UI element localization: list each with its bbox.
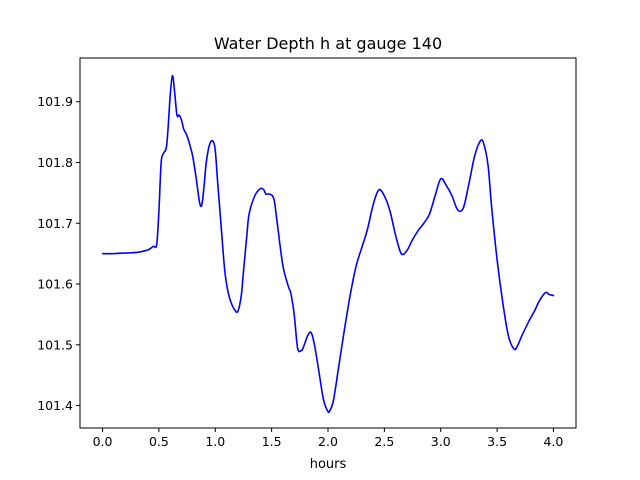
y-tick-label: 101.9 xyxy=(37,94,73,109)
y-tick-label: 101.5 xyxy=(37,337,73,352)
x-tick-label: 1.5 xyxy=(262,434,282,449)
chart-title: Water Depth h at gauge 140 xyxy=(214,34,442,53)
x-axis-ticks: 0.0 0.5 1.0 1.5 2.0 2.5 3.0 3.5 4.0 xyxy=(93,428,564,449)
x-tick-label: 3.0 xyxy=(431,434,451,449)
x-tick-label: 0.0 xyxy=(93,434,113,449)
y-axis-ticks: 101.4 101.5 101.6 101.7 101.8 101.9 xyxy=(37,94,80,413)
x-tick-label: 3.5 xyxy=(487,434,507,449)
y-tick-label: 101.6 xyxy=(37,277,73,292)
x-tick-label: 4.0 xyxy=(544,434,564,449)
x-tick-label: 1.0 xyxy=(205,434,225,449)
x-tick-label: 2.0 xyxy=(318,434,338,449)
y-tick-label: 101.4 xyxy=(37,398,73,413)
x-tick-label: 2.5 xyxy=(374,434,394,449)
y-tick-label: 101.7 xyxy=(37,216,73,231)
water-depth-series-line xyxy=(101,74,555,414)
x-tick-label: 0.5 xyxy=(149,434,169,449)
x-axis-label: hours xyxy=(310,457,347,472)
plot-area-frame xyxy=(79,57,577,429)
y-tick-label: 101.8 xyxy=(37,155,73,170)
